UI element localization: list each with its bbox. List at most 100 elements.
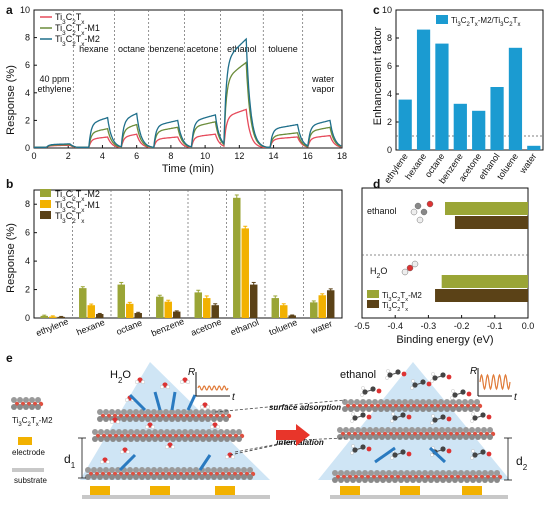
left-substrate	[82, 495, 270, 499]
bar	[398, 99, 412, 150]
water-molecule	[135, 377, 145, 384]
y-tick-label: 2	[387, 117, 392, 127]
legend-label: Ti3C2Tx	[382, 301, 408, 313]
right-electrodes	[340, 486, 482, 495]
right-substrate	[330, 495, 508, 499]
y-tick-label: 10	[20, 5, 30, 15]
gas-label: octane	[118, 44, 145, 54]
legend-label: Ti3C2Tx-M2/Ti3C2Tx	[451, 16, 520, 28]
panel-a-frame	[33, 9, 343, 149]
ethanol-molecule	[390, 412, 412, 423]
legend-substrate-label: substrate	[14, 476, 47, 485]
svg-text:t: t	[514, 392, 518, 403]
right-cone	[318, 362, 510, 480]
svg-text:d1: d1	[64, 452, 76, 470]
panel-c-frame	[395, 9, 544, 151]
bar	[454, 216, 528, 229]
ethanol-molecule	[430, 372, 452, 383]
y-tick-label: 8	[25, 33, 30, 43]
panel-a-y-axis-label: Response (%)	[5, 65, 17, 135]
panel-e-schematic: surface adsorption intercalation H2O eth…	[11, 362, 528, 499]
y-tick-label: 8	[387, 33, 392, 43]
water-molecule	[165, 442, 175, 449]
bar	[241, 228, 249, 318]
ethanol-molecule	[410, 379, 432, 390]
category-label: octane	[115, 318, 144, 337]
gas-label: toluene	[268, 44, 298, 54]
right-blue-arrows	[374, 446, 447, 464]
water-molecule	[145, 422, 155, 429]
ethanol-molecule	[470, 412, 492, 423]
d1-marker: d1	[64, 437, 86, 479]
bar	[57, 316, 65, 318]
panel-d-horizontal-bar-chart: -0.5 -0.4 -0.3 -0.2 -0.1 0.0 ethanol H2O	[354, 187, 535, 331]
d2-marker: d2	[504, 437, 528, 481]
bar	[95, 314, 104, 318]
ethanol-molecule	[350, 412, 372, 423]
ethanol-molecule	[350, 444, 372, 455]
panel-b-y-axis-label: Response (%)	[5, 223, 17, 293]
category-label: benzene	[150, 316, 186, 338]
bar	[441, 275, 528, 288]
x-tick-label: 12	[234, 151, 244, 161]
bar	[490, 87, 504, 150]
category-label: ethylene	[382, 151, 410, 185]
bar	[453, 103, 467, 150]
category-label: acetone	[189, 317, 222, 338]
svg-text:t: t	[232, 392, 236, 403]
left-blue-arrows	[118, 391, 212, 472]
right-mxene-layers	[332, 399, 503, 483]
category-label: toluene	[268, 317, 299, 337]
bar	[445, 202, 528, 215]
bar	[280, 305, 288, 318]
x-tick-label: 6	[134, 151, 139, 161]
legend-label: Ti3C2Tx-M1	[55, 200, 100, 214]
panel-label-c: c	[373, 3, 380, 17]
bar	[172, 311, 181, 318]
mxene-layer	[342, 399, 483, 412]
bar	[126, 303, 134, 318]
water-molecule	[160, 382, 170, 389]
ethanol-molecule	[390, 449, 412, 460]
ethanol-molecule	[360, 386, 382, 397]
water-molecule	[120, 447, 130, 454]
water-molecule-icon	[401, 260, 419, 276]
category-label: water	[309, 318, 334, 336]
transition-arrow-icon	[276, 424, 310, 446]
gas-label: hexane	[79, 44, 109, 54]
x-tick-label: -0.3	[421, 321, 437, 331]
legend-swatch	[436, 15, 448, 24]
x-tick-label: 10	[200, 151, 210, 161]
gas-label: water	[311, 74, 334, 84]
schematic-legend: Ti3C2Tx-M2 electrode substrate	[11, 397, 53, 485]
panel-label-b: b	[6, 177, 13, 191]
y-tick-label: 6	[25, 60, 30, 70]
svg-text:R: R	[470, 366, 477, 377]
y-tick-label: 4	[25, 88, 30, 98]
bar	[435, 289, 528, 302]
legend-material-label: Ti3C2Tx-M2	[12, 416, 53, 428]
panel-a-x-axis-label: Time (min)	[162, 163, 214, 175]
ethanol-molecule-icon	[410, 200, 434, 224]
x-tick-label: 0.0	[522, 321, 535, 331]
legend-swatch	[40, 211, 51, 219]
left-mxene-layers	[85, 409, 256, 480]
bar	[271, 298, 280, 318]
mxene-layer	[97, 409, 232, 422]
ethanol-molecule	[450, 389, 472, 400]
bar	[203, 298, 211, 318]
y-tick-label: 0	[387, 145, 392, 155]
h2o-label: H2O	[370, 266, 387, 280]
bar	[435, 43, 449, 150]
svg-text:R: R	[188, 367, 195, 378]
left-response-wave	[197, 385, 229, 391]
panel-label-e: e	[6, 351, 13, 365]
y-tick-label: 4	[25, 256, 30, 266]
series-line	[34, 37, 342, 149]
x-tick-label: -0.4	[387, 321, 403, 331]
mxene-layer	[332, 470, 503, 483]
legend-label: Ti3C2Tx-M2	[55, 34, 100, 48]
bar	[156, 296, 164, 318]
bar	[472, 110, 486, 150]
